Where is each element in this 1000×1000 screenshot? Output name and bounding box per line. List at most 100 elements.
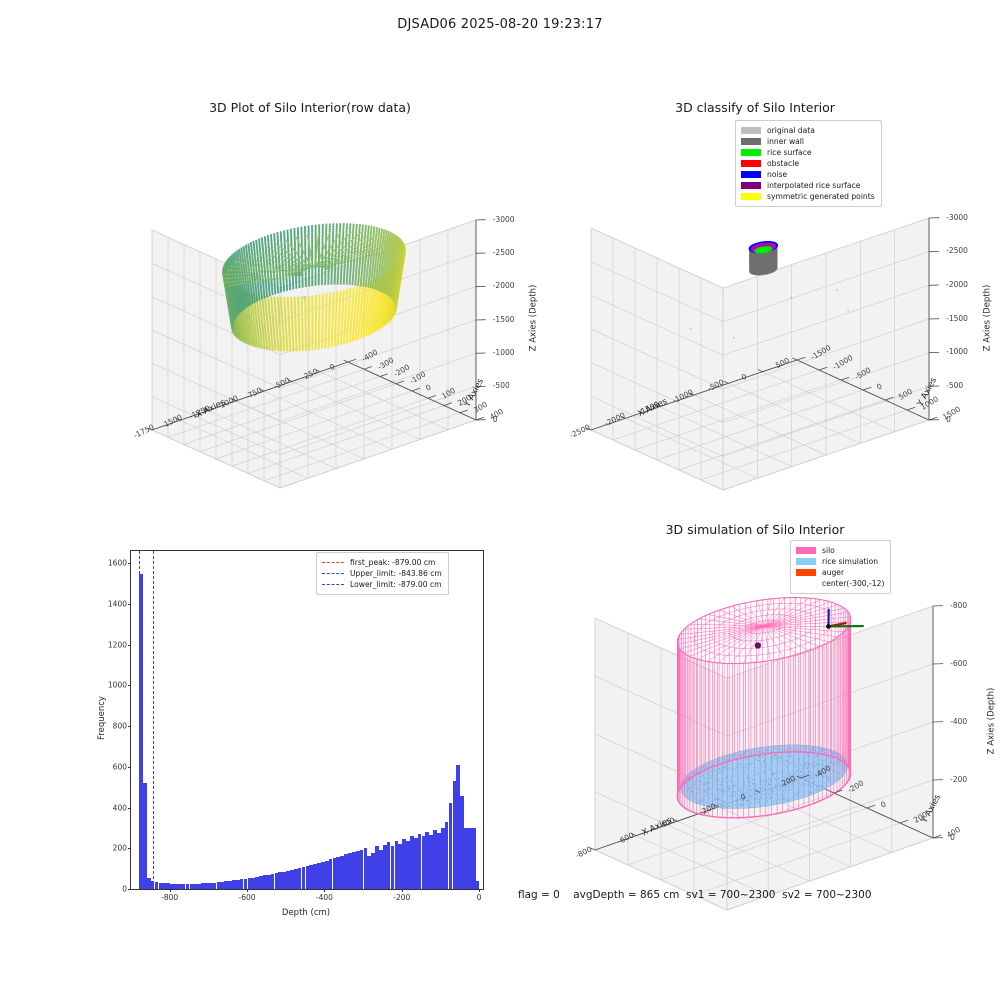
ztick-label: 0 (950, 833, 955, 842)
ztick-label: -2000 (493, 281, 515, 290)
legend-item[interactable]: interpolated rice surface (741, 180, 875, 191)
ytick-mark (128, 848, 131, 849)
legend-item[interactable]: original data (741, 125, 875, 136)
histogram-bar (472, 828, 476, 889)
ztick-label: -500 (493, 381, 510, 390)
histogram-y-label: Frequency (97, 678, 107, 758)
ztick-label: -800 (950, 601, 967, 610)
legend-histogram[interactable]: first_peak: -879.00 cm Upper_limit: -843.… (316, 552, 449, 595)
ztick-label: -2000 (946, 280, 968, 289)
legend-swatch (741, 193, 761, 200)
ztick-label: -3000 (493, 215, 515, 224)
legend-label: noise (767, 171, 787, 179)
ytick-mark (128, 726, 131, 727)
axes3d-simulation[interactable]: -800 -600 -400 -200 0 200 -400 -200 0 200 400 0 -200… (545, 550, 965, 900)
legend-dashed-line (322, 562, 344, 563)
ztick-label: -200 (950, 775, 967, 784)
legend-label: inner wall (767, 138, 804, 146)
z-axis-label: Z Axies (Depth) (982, 284, 992, 351)
legend-swatch (796, 558, 816, 565)
legend-swatch (741, 182, 761, 189)
ztick-label: -400 (950, 717, 967, 726)
figure-canvas: DJSAD06 2025-08-20 19:23:17 3D Plot of S… (0, 0, 1000, 1000)
axes3d-raw-data[interactable]: -1750 -1500 -1250 -1000 -750 -500 -250 0 -400 -30… (110, 130, 510, 470)
xtick-label: -400 (316, 893, 333, 902)
legend-item[interactable]: Upper_limit: -843.86 cm (322, 568, 442, 579)
ytick-label: 1000 (108, 681, 127, 690)
ytick-mark (128, 889, 131, 890)
legend-swatch (796, 547, 816, 554)
legend-swatch (796, 569, 816, 576)
ytick-label: 400 (113, 803, 127, 812)
xtick-label: 0 (477, 893, 482, 902)
histogram-axes[interactable]: 0 200 400 600 800 1000 1200 1400 1600 -800 -600 -40… (130, 550, 484, 890)
panel4-title: 3D simulation of Silo Interior (545, 522, 965, 537)
reference-line-upper_limit (153, 551, 154, 889)
ytick-mark (128, 645, 131, 646)
ytick-label: 0 (122, 885, 127, 894)
legend-simulation[interactable]: silo rice simulation auger center(-300,-12) (790, 540, 891, 594)
legend-item[interactable]: inner wall (741, 136, 875, 147)
legend-item[interactable]: obstacle (741, 158, 875, 169)
ztick-label: -1500 (493, 315, 515, 324)
xtick-label: -200 (393, 893, 410, 902)
xtick-mark (170, 889, 171, 892)
ytick-label: 200 (113, 844, 127, 853)
ztick-label: -600 (950, 659, 967, 668)
ytick-label: 1200 (108, 640, 127, 649)
legend-item[interactable]: silo (796, 545, 884, 556)
legend-label: interpolated rice surface (767, 182, 860, 190)
legend-item[interactable]: rice surface (741, 147, 875, 158)
legend-label: obstacle (767, 160, 799, 168)
ytick-label: 600 (113, 762, 127, 771)
panel2-title: 3D classify of Silo Interior (545, 100, 965, 115)
ytick-label: 1600 (108, 559, 127, 568)
xtick-mark (479, 889, 480, 892)
legend-swatch (741, 160, 761, 167)
histogram-plot[interactable]: 0 200 400 600 800 1000 1200 1400 1600 -800 -600 -40… (80, 522, 500, 917)
legend-item[interactable]: auger (796, 567, 884, 578)
ytick-mark (128, 563, 131, 564)
ytick-mark (128, 767, 131, 768)
ztick-label: 0 (946, 415, 951, 424)
legend-item[interactable]: symmetric generated points (741, 191, 875, 202)
legend-label: Lower_limit: -879.00 cm (350, 581, 442, 589)
panel-3d-raw-data: 3D Plot of Silo Interior(row data) -1750… (110, 100, 510, 470)
xtick-mark (324, 889, 325, 892)
legend-item[interactable]: center(-300,-12) (796, 578, 884, 589)
xtick-label: -600 (239, 893, 256, 902)
status-line: flag = 0 avgDepth = 865 cm sv1 = 700~230… (518, 889, 872, 901)
ztick-label: -1000 (493, 348, 515, 357)
ztick-label: 0 (493, 415, 498, 424)
legend-item[interactable]: first_peak: -879.00 cm (322, 557, 442, 568)
panel-histogram: Histogram of Z-Axies (Height) Values 020… (80, 522, 500, 917)
histogram-x-label: Depth (cm) (130, 908, 482, 918)
reference-line-lower_limit (139, 551, 140, 889)
panel-3d-simulation: 3D simulation of Silo Interior -800 -600 -… (545, 522, 965, 902)
legend-item[interactable]: rice simulation (796, 556, 884, 567)
legend-classify[interactable]: original data inner wall rice surface obsta… (735, 120, 882, 207)
legend-label: symmetric generated points (767, 193, 875, 201)
legend-swatch (741, 138, 761, 145)
ztick-label: -2500 (493, 248, 515, 257)
legend-label: silo (822, 547, 835, 555)
ytick-mark (128, 808, 131, 809)
legend-item[interactable]: noise (741, 169, 875, 180)
ztick-label: -500 (946, 381, 963, 390)
legend-label: center(-300,-12) (822, 580, 884, 588)
ztick-label: -3000 (946, 213, 968, 222)
legend-label: Upper_limit: -843.86 cm (350, 570, 442, 578)
z-axis-label: Z Axies (Depth) (529, 285, 539, 352)
panel1-title: 3D Plot of Silo Interior(row data) (110, 100, 510, 115)
legend-item[interactable]: Lower_limit: -879.00 cm (322, 579, 442, 590)
legend-label: auger (822, 569, 844, 577)
legend-dashed-line (322, 573, 344, 574)
z-axis-label: Z Axies (Depth) (986, 687, 996, 754)
xtick-mark (247, 889, 248, 892)
ztick-label: -2500 (946, 246, 968, 255)
legend-label: first_peak: -879.00 cm (350, 559, 435, 567)
ytick-mark (128, 685, 131, 686)
legend-label: rice simulation (822, 558, 878, 566)
ytick-mark (128, 604, 131, 605)
panel-3d-classify: 3D classify of Silo Interior -2500 -2000 -… (545, 100, 965, 470)
